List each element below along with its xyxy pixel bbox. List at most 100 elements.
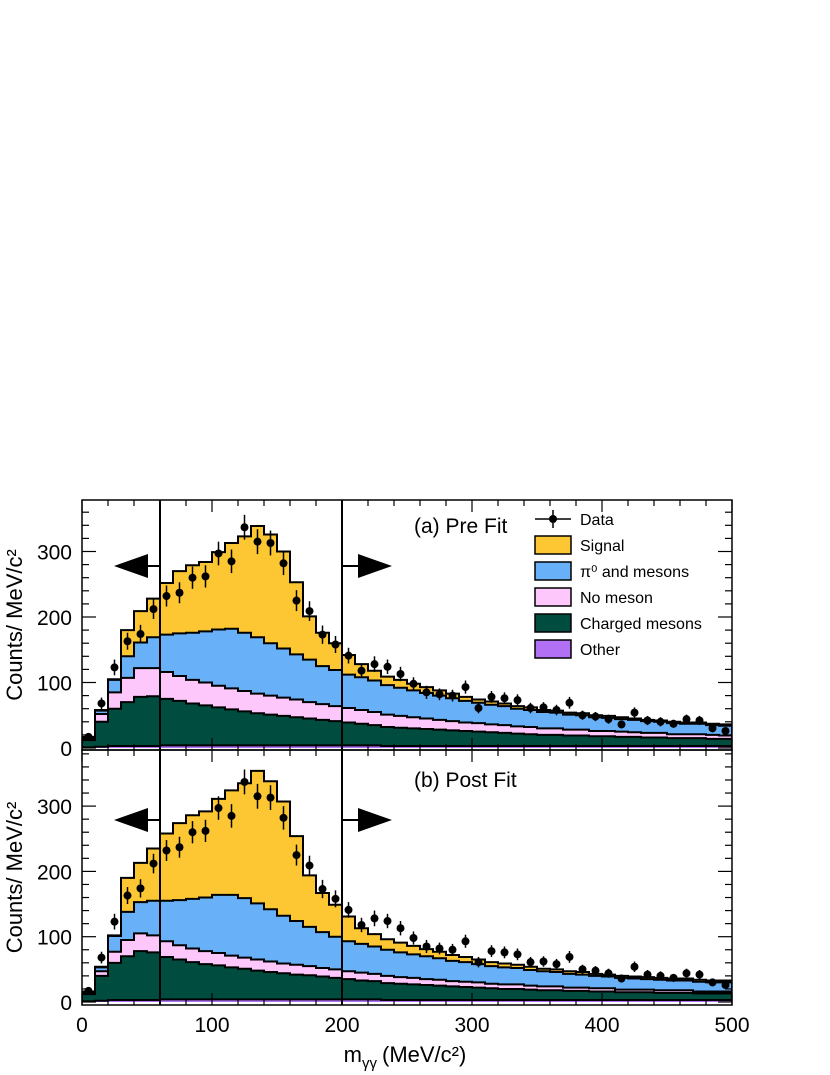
data-point <box>708 724 717 733</box>
x-axis-title-subscript: γγ <box>362 1055 378 1072</box>
data-point <box>656 971 665 980</box>
data-point <box>526 704 535 713</box>
y-tick-label: 200 <box>37 607 72 630</box>
data-point <box>188 573 197 582</box>
x-tick-label: 300 <box>454 1014 489 1037</box>
data-point <box>513 696 522 705</box>
y-tick-label: 300 <box>37 796 72 819</box>
x-axis-title-unit: (MeV/c²) <box>382 1042 466 1067</box>
data-point <box>305 861 314 870</box>
legend-swatch-nomeson <box>534 587 572 607</box>
y-tick-label: 100 <box>37 927 72 950</box>
data-point <box>318 630 327 639</box>
data-point <box>487 692 496 701</box>
data-point <box>500 948 509 957</box>
data-point <box>253 792 262 801</box>
data-point <box>682 969 691 978</box>
y-tick-label: 300 <box>37 542 72 565</box>
data-point <box>565 952 574 961</box>
panel-label: (b) Post Fit <box>414 769 517 792</box>
y-tick-label: 200 <box>37 861 72 884</box>
data-point <box>422 942 431 951</box>
data-point <box>617 974 626 983</box>
data-point <box>292 596 301 605</box>
x-tick-label: 400 <box>584 1014 619 1037</box>
legend-swatch-pi0 <box>534 561 572 581</box>
legend-label-charged: Charged mesons <box>580 616 702 633</box>
stack-outline-pi0 <box>82 627 732 748</box>
data-point <box>539 957 548 966</box>
panel-frame <box>81 749 733 1006</box>
data-point <box>708 978 717 987</box>
x-tick-label: 500 <box>714 1014 749 1037</box>
data-point <box>357 920 366 929</box>
data-point <box>656 717 665 726</box>
data-point <box>162 592 171 601</box>
data-point <box>383 662 392 671</box>
x-tick-label: 0 <box>76 1014 88 1037</box>
stack-outline-charged <box>82 950 732 1002</box>
plot-area <box>82 769 732 1003</box>
stack-outline-nomeson <box>82 667 732 748</box>
data-point <box>188 828 197 837</box>
legend-data-marker <box>549 515 557 523</box>
x-tick-label: 200 <box>324 1014 359 1037</box>
data-point <box>201 572 210 581</box>
data-point <box>227 557 236 566</box>
y-tick-label: 0 <box>60 738 72 761</box>
data-point <box>214 549 223 558</box>
left-arrow-icon <box>114 808 148 832</box>
data-point <box>435 690 444 699</box>
data-point <box>669 973 678 982</box>
data-point <box>292 851 301 860</box>
stack-outline-nomeson <box>82 932 732 1002</box>
x-axis-title: mγγ (MeV/c²) <box>344 1042 467 1072</box>
data-point <box>370 914 379 923</box>
data-point <box>201 826 210 835</box>
data-point <box>396 669 405 678</box>
data-point <box>435 944 444 953</box>
data-point <box>149 605 158 614</box>
data-point <box>630 708 639 717</box>
data-point <box>591 712 600 721</box>
data-point <box>474 704 483 713</box>
data-point <box>214 804 223 813</box>
data-point <box>461 683 470 692</box>
data-point <box>331 894 340 903</box>
data-point <box>136 884 145 893</box>
data-point <box>513 950 522 959</box>
y-axis-title: Counts/ MeV/c² <box>2 549 27 701</box>
legend-label-signal: Signal <box>580 538 624 555</box>
data-point <box>643 716 652 725</box>
data-point <box>409 934 418 943</box>
legend-item-data: Data <box>535 510 614 529</box>
data-point <box>84 732 93 741</box>
data-point <box>331 640 340 649</box>
x-tick-label: 100 <box>194 1014 229 1037</box>
data-point <box>591 966 600 975</box>
data-point <box>409 679 418 688</box>
data-point <box>305 607 314 616</box>
data-point <box>136 630 145 639</box>
data-point <box>110 917 119 926</box>
legend-label-nomeson: No meson <box>580 590 653 607</box>
stack-area-charged <box>82 696 732 748</box>
data-point <box>526 958 535 967</box>
data-point <box>175 588 184 597</box>
y-tick-label: 0 <box>60 992 72 1015</box>
legend-item-charged: Charged mesons <box>534 613 702 633</box>
stack-area-charged <box>82 951 732 1002</box>
data-point <box>175 843 184 852</box>
data-point <box>110 663 119 672</box>
right-arrow-icon <box>358 808 392 832</box>
data-point <box>422 688 431 697</box>
data-point <box>578 965 587 974</box>
legend-item-pi0: π⁰ and mesons <box>534 561 689 581</box>
legend-swatch-signal <box>534 535 572 555</box>
stack-outline-charged <box>82 695 732 748</box>
data-point <box>266 793 275 802</box>
data-point <box>643 970 652 979</box>
data-point <box>695 970 704 979</box>
data-point <box>344 651 353 660</box>
